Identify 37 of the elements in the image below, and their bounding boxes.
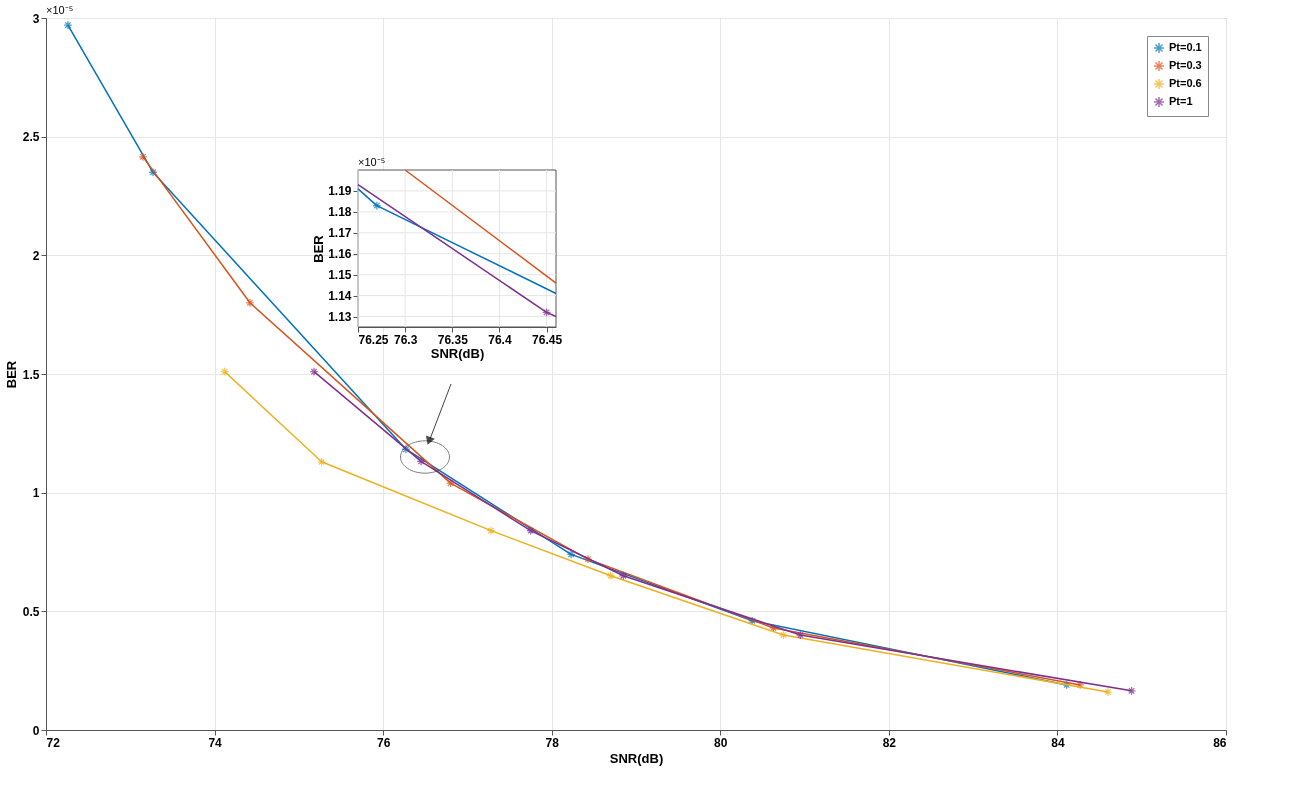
legend-label: Pt=0.3 — [1169, 59, 1202, 71]
x-tick-label: 76.4 — [488, 332, 512, 347]
y-tick-label: 1.16 — [328, 247, 352, 262]
y-tick-label: 0 — [32, 723, 40, 738]
text: ×10⁻⁵ — [46, 4, 74, 16]
y-tick-label: 2 — [32, 248, 40, 263]
y-tick-label: 2.5 — [22, 130, 40, 145]
y-tick-label: 0.5 — [22, 604, 40, 619]
x-axis-title: SNR(dB) — [609, 750, 664, 766]
x-tick-label: 76.35 — [437, 332, 469, 347]
x-tick-label: 76.45 — [532, 332, 563, 347]
x-tick-label: 74 — [208, 735, 223, 750]
y-tick-label: 1.14 — [328, 289, 352, 304]
legend-label: Pt=1 — [1169, 95, 1193, 107]
y-tick-label: 1.5 — [22, 367, 40, 382]
y-tick-label: 1 — [32, 486, 40, 501]
x-tick-label: 72 — [46, 735, 61, 750]
y-tick-label: 1.15 — [328, 268, 352, 283]
x-tick-label: 82 — [882, 735, 897, 750]
x-tick-label: 84 — [1051, 735, 1065, 750]
x-axis-title: SNR(dB) — [430, 345, 485, 361]
y-tick-label: 1.19 — [328, 184, 352, 199]
x-tick-label: 76 — [376, 735, 391, 750]
y-tick-label: 1.17 — [328, 226, 352, 241]
annotation: ×10⁻⁵ — [358, 156, 386, 168]
x-tick-label: 86 — [1213, 735, 1227, 750]
legend-label: Pt=0.1 — [1169, 41, 1202, 53]
x-tick-label: 76.25 — [358, 332, 389, 347]
x-tick-label: 78 — [545, 735, 560, 750]
x-tick-label: 76.3 — [393, 332, 418, 347]
y-axis-title: BER — [3, 360, 19, 389]
y-tick-label: 1.18 — [328, 205, 352, 220]
x-tick-label: 80 — [714, 735, 728, 750]
y-axis-title: BER — [311, 234, 327, 263]
legend-label: Pt=0.6 — [1169, 77, 1202, 89]
y-tick-label: 1.13 — [328, 310, 352, 325]
y-tick-label: 3 — [32, 11, 40, 26]
